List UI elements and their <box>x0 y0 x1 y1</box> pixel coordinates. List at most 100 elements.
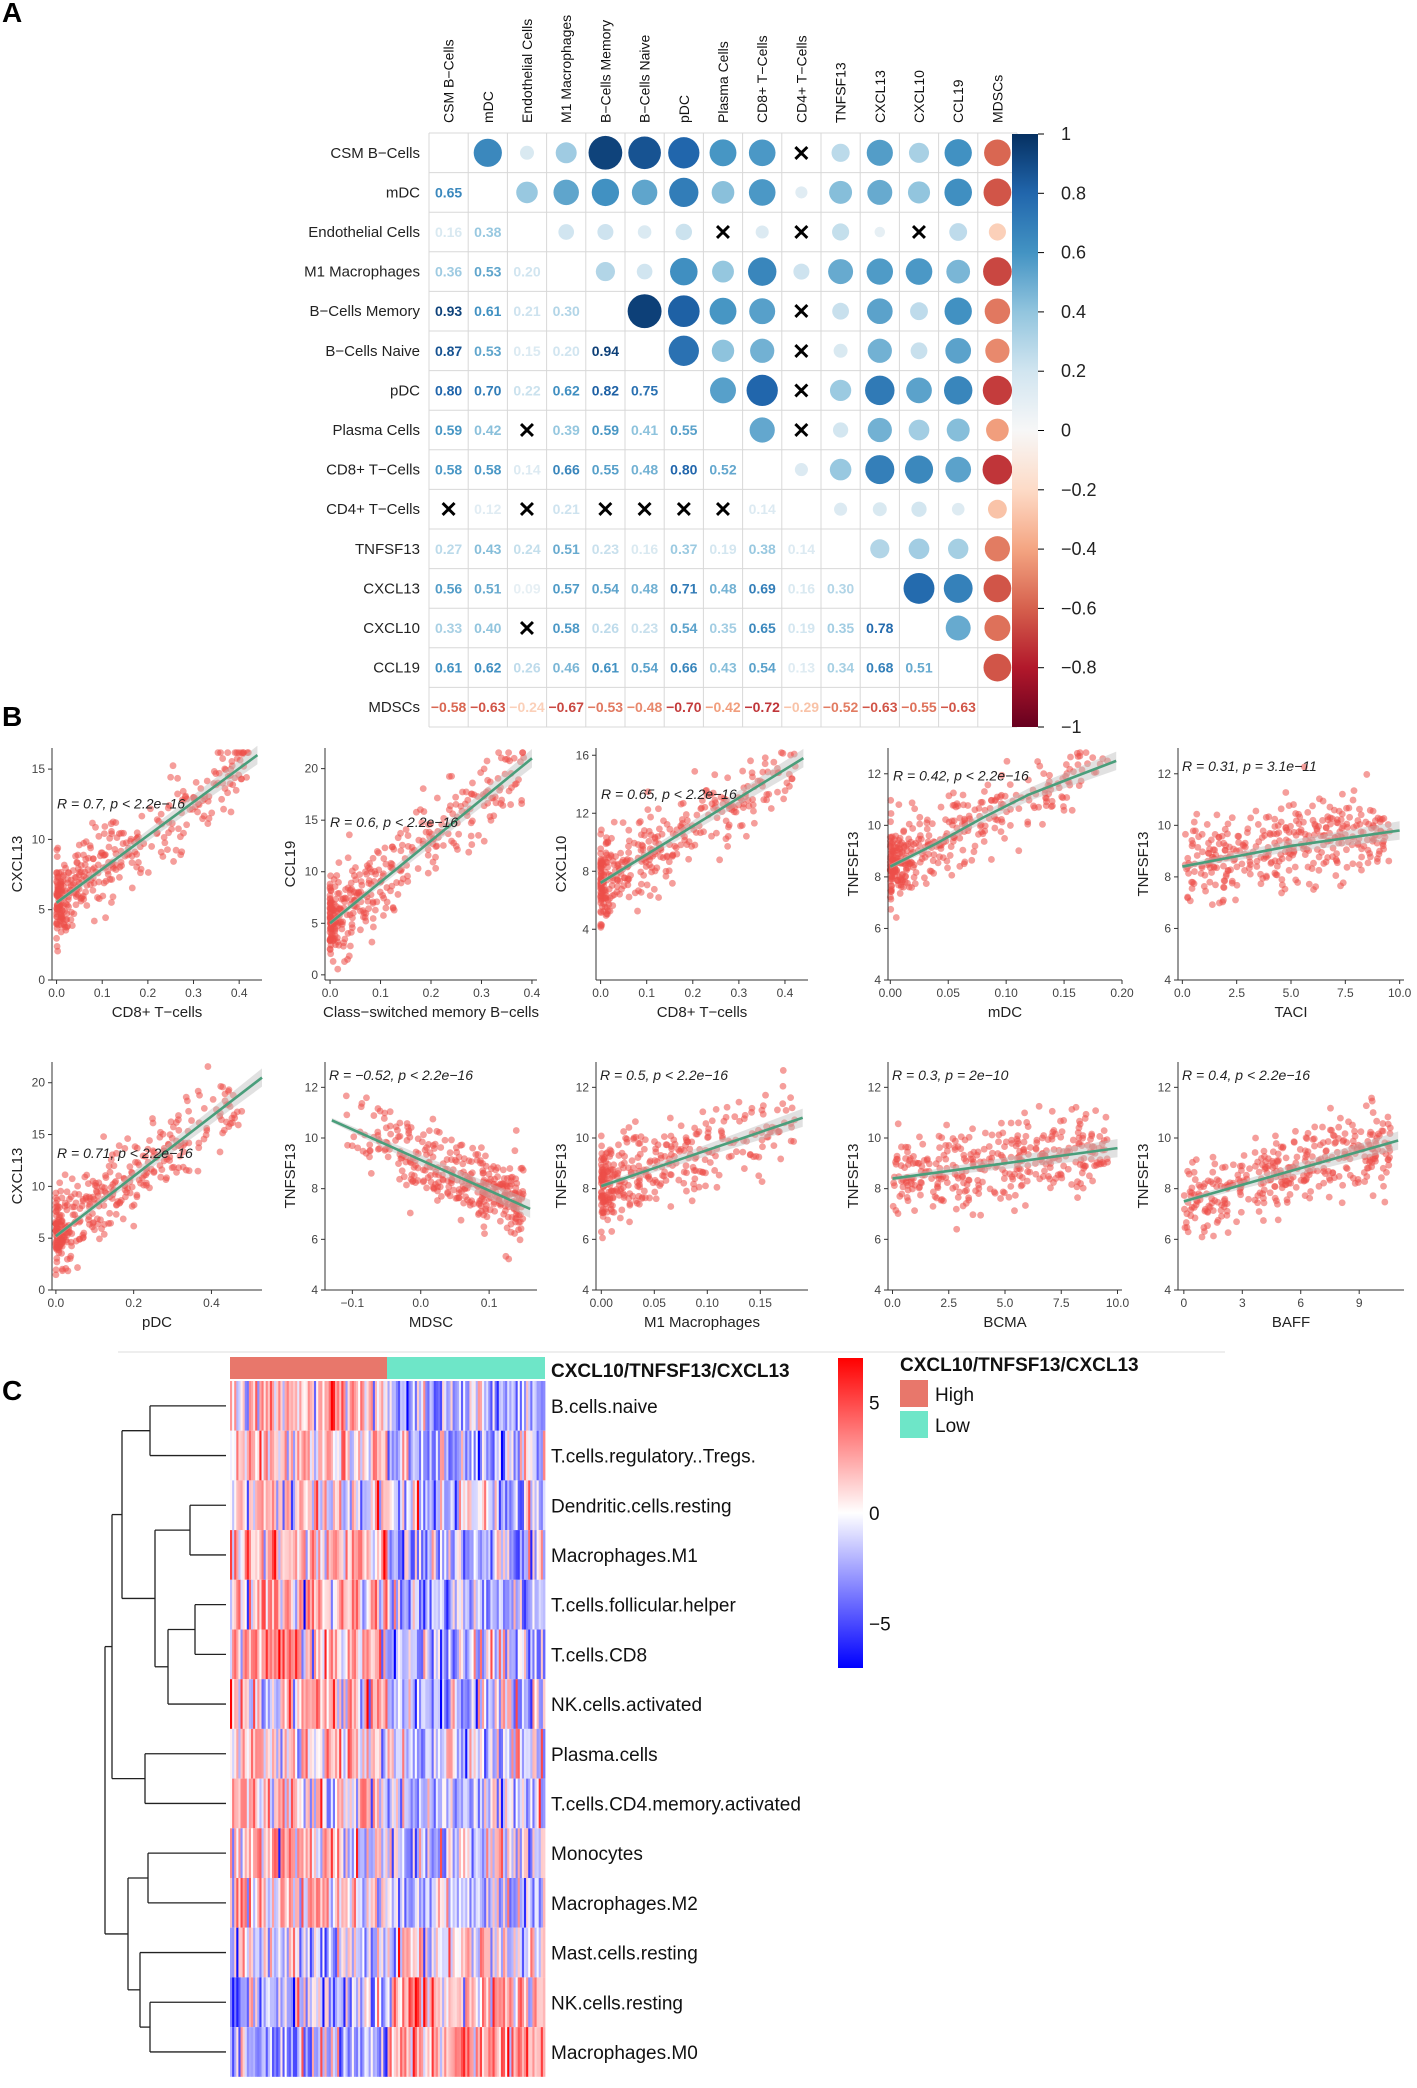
scatter-point <box>916 1133 923 1140</box>
scatter-point <box>774 789 781 796</box>
scatter-point <box>1194 852 1201 859</box>
scatter-point <box>697 829 704 836</box>
matrix-circle <box>668 137 699 168</box>
scatter-point <box>389 843 396 850</box>
scatter-point <box>54 845 61 852</box>
scatter-point <box>953 1226 960 1233</box>
scatter-point <box>1271 1183 1278 1190</box>
scatter-point <box>108 820 115 827</box>
y-tick-label: 15 <box>32 762 46 776</box>
scatter-point <box>770 759 777 766</box>
scatter-point <box>180 788 187 795</box>
scatter-point <box>726 1154 733 1161</box>
scatter-point <box>407 1210 414 1217</box>
x-tick-label: 6 <box>1297 1296 1304 1310</box>
matrix-circle <box>710 377 736 403</box>
scatter-point <box>911 1207 918 1214</box>
scatter-point <box>1205 1203 1212 1210</box>
scatter-point <box>1187 1212 1194 1219</box>
scatter-point <box>456 1189 463 1196</box>
scatter-point <box>1256 1208 1263 1215</box>
matrix-coef-label: 0.23 <box>631 620 658 636</box>
matrix-coef-label: 0.58 <box>474 462 501 478</box>
matrix-coef-label: 0.61 <box>435 660 462 676</box>
y-axis-label: TNFSF13 <box>1135 1143 1152 1208</box>
scatter-point <box>641 1146 648 1153</box>
scatter-point <box>370 1112 377 1119</box>
scatter-point <box>938 804 945 811</box>
scatter-point <box>974 1177 981 1184</box>
scatter-point <box>1089 754 1096 761</box>
x-tick-label: 0.10 <box>696 1296 720 1310</box>
scatter-point <box>893 914 900 921</box>
scatter-point <box>1001 1175 1008 1182</box>
scatter-point <box>1331 1133 1338 1140</box>
scatter-point <box>1385 1114 1392 1121</box>
scatter-point <box>419 1138 426 1145</box>
matrix-col-label: mDC <box>480 91 496 123</box>
scatter-point <box>343 1092 350 1099</box>
matrix-row-label: CD8+ T−Cells <box>326 462 420 479</box>
matrix-coef-label: 0.15 <box>513 343 540 359</box>
scatter-point <box>62 1171 69 1178</box>
scatter-point <box>395 891 402 898</box>
x-tick-label: 0.0 <box>48 1296 65 1310</box>
x-tick-label: 0.0 <box>1174 986 1191 1000</box>
scatter-point <box>1189 1184 1196 1191</box>
scatter-point <box>161 834 168 841</box>
scatter-point <box>661 1133 668 1140</box>
scatter-point <box>135 859 142 866</box>
scatter-point <box>382 844 389 851</box>
matrix-col-label: MDSCs <box>989 75 1005 123</box>
matrix-insignificant-mark: ✕ <box>596 497 614 522</box>
matrix-row-label: B−Cells Memory <box>310 303 421 320</box>
scatter-point <box>1224 830 1231 837</box>
scatter-point <box>79 1202 86 1209</box>
scatter-point <box>711 771 718 778</box>
matrix-circle <box>984 575 1012 603</box>
scatter-point <box>519 1188 526 1195</box>
scatter-point <box>763 796 770 803</box>
scatter-point <box>1311 1143 1318 1150</box>
matrix-circle <box>867 298 893 324</box>
scatter-point <box>175 1164 182 1171</box>
scatter-point <box>743 833 750 840</box>
scatter-point <box>350 1133 357 1140</box>
scatter-point <box>480 1223 487 1230</box>
scatter-point <box>635 1193 642 1200</box>
matrix-col-label: Plasma Cells <box>715 41 731 123</box>
scatter-point <box>390 904 397 911</box>
scatter-point <box>924 816 931 823</box>
scatter-point <box>601 1154 608 1161</box>
scatter-point <box>506 1165 513 1172</box>
x-tick-label: 7.5 <box>1337 986 1354 1000</box>
scatter-point <box>905 1187 912 1194</box>
scatter-point <box>981 838 988 845</box>
scatter-point <box>357 926 364 933</box>
scatter-point <box>946 792 953 799</box>
y-axis-label: CXCL10 <box>553 836 570 893</box>
scatter-point <box>469 818 476 825</box>
matrix-coef-label: 0.35 <box>709 620 736 636</box>
scatter-point <box>215 749 222 756</box>
scatter-point <box>724 843 731 850</box>
scatter-point <box>53 1203 60 1210</box>
scatter-point <box>432 865 439 872</box>
matrix-coef-label: 0.80 <box>435 382 462 398</box>
matrix-circle <box>520 146 534 160</box>
scatter-point <box>403 1182 410 1189</box>
scatter-point <box>1087 1136 1094 1143</box>
scatter-point <box>375 1105 382 1112</box>
scatter-point <box>1022 1202 1029 1209</box>
scatter-point <box>1332 872 1339 879</box>
scatter-point <box>69 1175 76 1182</box>
matrix-circle <box>947 419 970 442</box>
colorbar-tick-label: 0.2 <box>1061 361 1086 381</box>
scatter-point <box>959 847 966 854</box>
scatter-point <box>1255 821 1262 828</box>
scatter-point <box>755 1172 762 1179</box>
y-axis-label: CCL19 <box>282 841 299 888</box>
